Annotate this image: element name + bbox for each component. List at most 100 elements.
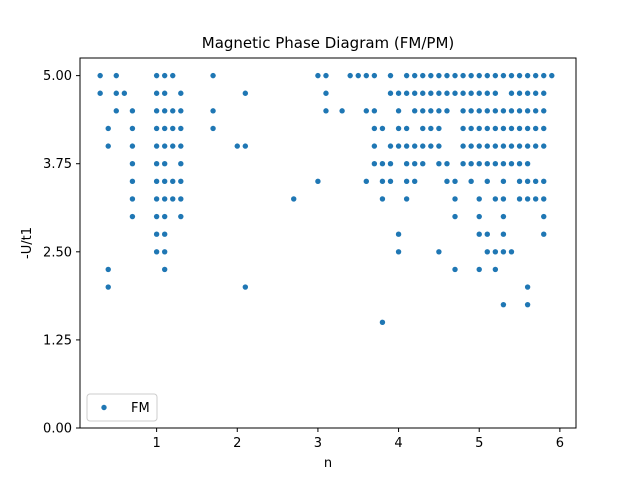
data-point-0-125	[444, 72, 450, 79]
data-point-0-104	[412, 143, 418, 149]
data-point-0-145	[468, 125, 474, 132]
data-point-0-46	[178, 90, 184, 96]
data-point-0-115	[428, 108, 434, 114]
data-point-0-18	[153, 90, 160, 96]
data-point-0-53	[178, 213, 184, 220]
data-point-0-143	[468, 90, 474, 96]
data-point-0-13	[129, 161, 136, 167]
data-point-0-93	[395, 249, 402, 255]
data-point-0-62	[315, 72, 321, 79]
data-point-0-127	[444, 108, 450, 114]
data-point-0-124	[436, 249, 442, 255]
data-point-0-47	[178, 108, 184, 114]
x-axis-ticks: 1 2 3 4 5 6	[152, 428, 564, 451]
data-point-0-20	[153, 125, 160, 132]
data-point-0-76	[371, 143, 378, 149]
x-tick-label-2: 2	[233, 436, 241, 451]
data-point-0-162	[484, 125, 490, 132]
data-point-0-175	[492, 249, 499, 255]
data-point-0-72	[363, 178, 370, 185]
data-point-0-83	[387, 72, 394, 79]
data-point-0-106	[412, 178, 418, 185]
data-point-0-131	[452, 90, 458, 96]
data-point-0-148	[468, 178, 474, 185]
data-point-0-64	[323, 72, 329, 79]
data-point-0-28	[161, 72, 168, 79]
data-point-0-14	[129, 178, 136, 185]
data-point-0-114	[428, 90, 434, 96]
data-point-0-221	[541, 90, 547, 96]
data-point-0-218	[532, 178, 539, 185]
y-axis-label: -U/t1	[20, 227, 35, 259]
data-point-0-195	[516, 72, 523, 79]
data-point-0-7	[113, 90, 119, 96]
data-point-0-166	[484, 231, 490, 237]
data-point-0-9	[121, 90, 128, 96]
data-point-0-98	[403, 161, 410, 167]
data-point-0-229	[549, 72, 555, 79]
x-axis-label: n	[324, 456, 332, 471]
data-point-0-63	[315, 178, 321, 185]
x-tick-label-1: 1	[152, 436, 160, 451]
data-point-0-189	[508, 90, 515, 96]
data-point-0-92	[395, 231, 402, 237]
data-point-0-160	[484, 90, 490, 96]
data-point-0-170	[492, 108, 499, 114]
y-axis-ticks: 0.00 1.25 2.50 3.75 5.00	[43, 69, 80, 437]
data-point-0-128	[444, 161, 450, 167]
data-point-0-203	[524, 72, 531, 79]
data-point-0-129	[444, 178, 450, 185]
data-point-0-100	[403, 196, 410, 202]
data-point-0-196	[516, 90, 523, 96]
data-point-0-165	[484, 178, 490, 185]
data-point-0-42	[170, 125, 176, 132]
data-point-0-67	[339, 108, 345, 114]
data-point-0-191	[508, 125, 515, 132]
legend-frame	[86, 393, 158, 422]
data-point-0-146	[468, 143, 474, 149]
data-point-0-109	[420, 108, 426, 114]
x-tick-label-4: 4	[394, 436, 402, 451]
data-point-0-185	[500, 231, 507, 237]
data-point-0-89	[395, 108, 402, 114]
y-tick-label-1: 1.25	[43, 333, 72, 348]
data-point-0-94	[403, 72, 410, 79]
data-point-0-144	[468, 108, 474, 114]
data-point-0-164	[484, 161, 490, 167]
data-point-0-21	[153, 143, 160, 149]
chart-title: Magnetic Phase Diagram (FM/PM)	[202, 34, 455, 52]
data-point-0-207	[524, 143, 531, 149]
data-point-0-159	[484, 72, 490, 79]
data-point-0-31	[161, 125, 168, 132]
data-point-0-17	[153, 72, 160, 79]
data-point-0-168	[492, 72, 499, 79]
data-point-0-75	[371, 125, 378, 132]
data-point-0-19	[153, 108, 160, 114]
data-point-0-4	[105, 266, 111, 273]
data-point-0-198	[516, 125, 523, 132]
data-point-0-34	[161, 178, 168, 185]
data-point-0-206	[524, 125, 531, 132]
data-point-0-58	[242, 90, 249, 96]
data-point-0-112	[420, 161, 426, 167]
data-point-0-199	[516, 143, 523, 149]
data-point-0-139	[460, 125, 466, 132]
data-point-0-226	[541, 196, 547, 202]
data-point-0-102	[412, 90, 418, 96]
data-point-0-178	[500, 108, 507, 114]
data-point-0-88	[395, 90, 402, 96]
legend: FM	[86, 393, 158, 422]
y-tick-label-0: 0.00	[43, 422, 72, 437]
data-point-0-70	[363, 72, 370, 79]
data-point-0-32	[161, 143, 168, 149]
data-point-0-192	[508, 143, 515, 149]
data-point-0-74	[371, 108, 378, 114]
data-point-0-135	[452, 266, 458, 273]
data-point-0-171	[492, 125, 499, 132]
data-point-0-10	[129, 108, 136, 114]
data-point-0-84	[387, 90, 394, 96]
data-point-0-111	[420, 143, 426, 149]
data-point-0-215	[532, 108, 539, 114]
data-point-0-48	[178, 125, 184, 132]
